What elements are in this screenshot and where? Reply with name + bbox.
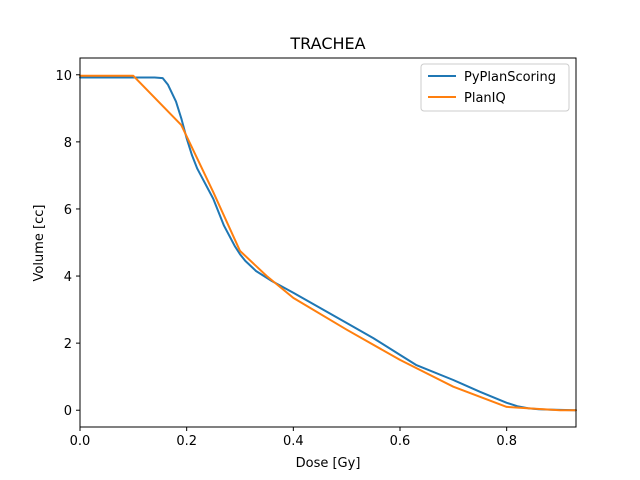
x-tick-label: 0.6 — [390, 434, 411, 449]
series-layer — [79, 74, 577, 412]
x-tick-label: 0.4 — [283, 434, 304, 449]
plot-background — [80, 58, 576, 427]
chart-title: TRACHEA — [289, 34, 365, 53]
plot-frame — [79, 57, 577, 428]
x-tick-label: 0.0 — [70, 434, 91, 449]
y-tick-label: 2 — [64, 337, 72, 352]
x-tick-label: 0.8 — [496, 434, 517, 449]
y-axis-label: Volume [cc] — [32, 205, 47, 282]
x-axis-ticks: 0.0 0.2 0.4 0.6 0.8 — [70, 427, 517, 449]
y-tick-label: 10 — [55, 69, 72, 84]
y-tick-label: 0 — [64, 404, 72, 419]
y-axis-ticks: 0 2 4 6 8 10 — [55, 69, 80, 419]
series-line-pyplanscoring — [79, 76, 577, 412]
x-tick-label: 0.2 — [176, 434, 197, 449]
legend-frame — [420, 63, 570, 112]
plot-area — [79, 57, 577, 428]
legend-label-pyplanscoring: PyPlanScoring — [464, 70, 556, 85]
y-tick-label: 8 — [64, 136, 72, 151]
x-axis-label: Dose [Gy] — [296, 456, 361, 471]
series-line-planiq — [79, 74, 577, 412]
y-tick-label: 6 — [64, 203, 72, 218]
legend: PyPlanScoring PlanIQ — [420, 63, 570, 112]
y-tick-label: 4 — [64, 270, 72, 285]
legend-label-planiq: PlanIQ — [464, 91, 506, 106]
